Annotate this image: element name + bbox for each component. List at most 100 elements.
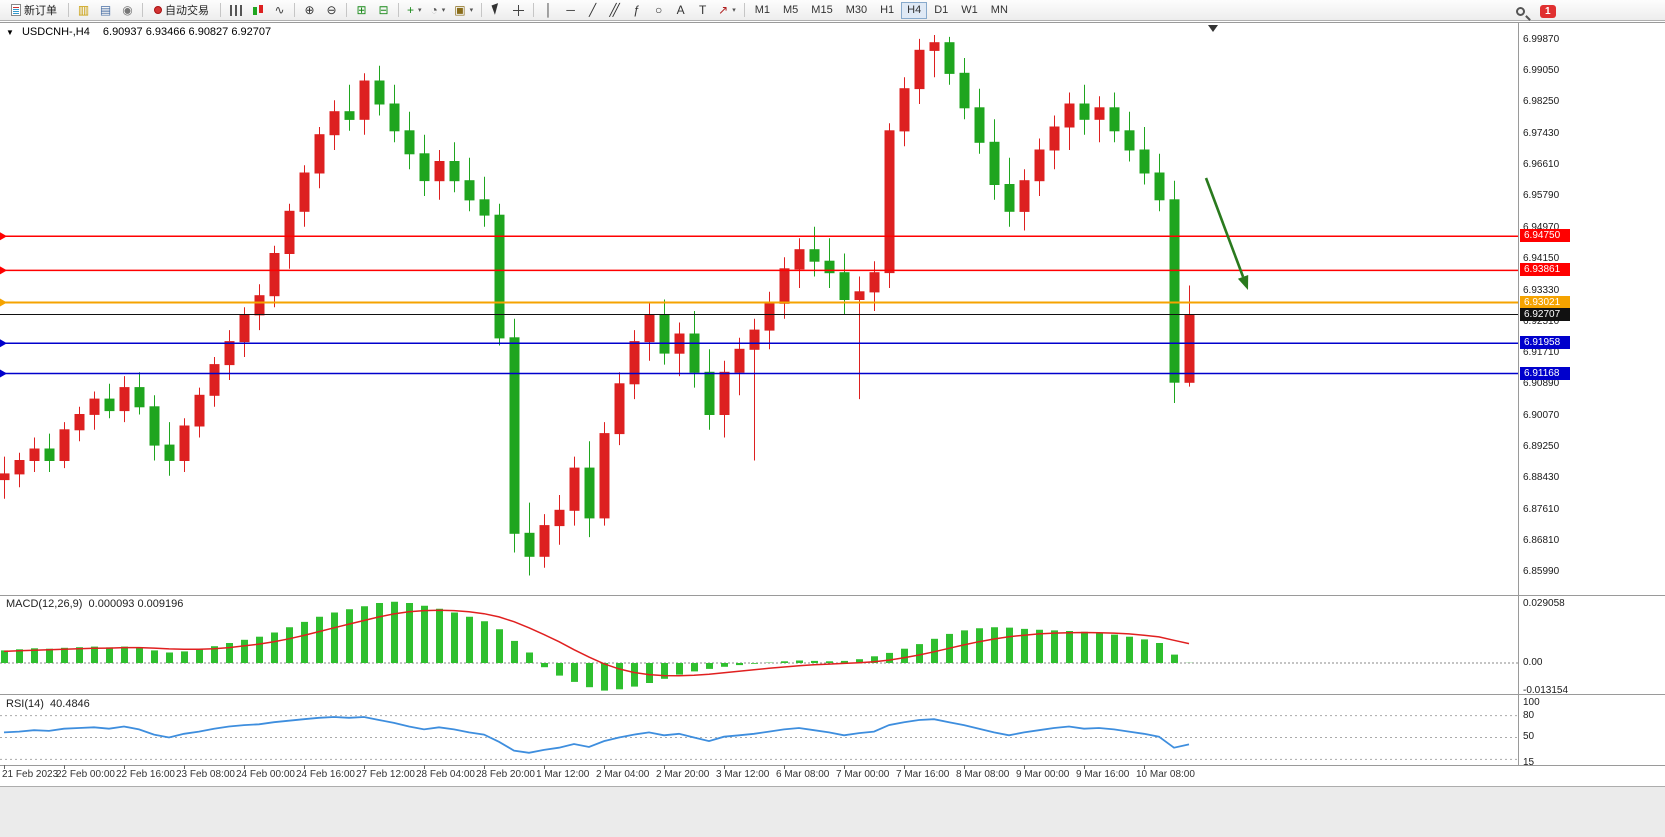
toolbar-group-indicators: + ▾ ◔ ▾ ▣ ▾	[403, 1, 477, 19]
new-order-label: 新订单	[24, 5, 57, 17]
time-axis-label: 1 Mar 12:00	[536, 769, 590, 780]
toolbar-separator	[142, 3, 143, 17]
macd-axis-label: 0.00	[1523, 657, 1543, 668]
price-level-badge[interactable]: 6.94750	[1520, 229, 1570, 242]
bar-chart-button[interactable]	[225, 1, 246, 19]
toolbar-separator	[481, 3, 483, 17]
equidistant-channel-button[interactable]: ╱╱	[604, 1, 625, 19]
rsi-axis-label: 15	[1523, 757, 1535, 768]
vertical-line-button[interactable]: │	[538, 1, 559, 19]
toolbar-separator	[294, 3, 295, 17]
charts-button[interactable]: ▥	[73, 1, 94, 19]
time-axis-label: 6 Mar 08:00	[776, 769, 830, 780]
price-axis-label: 6.87610	[1523, 504, 1560, 515]
one-click-expander-icon[interactable]: ▼	[6, 28, 14, 37]
notification-badge[interactable]: 1	[1540, 4, 1556, 18]
timeframe-mn-button[interactable]: MN	[985, 2, 1014, 19]
zoom-in-button[interactable]: ⊕	[299, 1, 320, 19]
time-axis-label: 2 Mar 04:00	[596, 769, 650, 780]
templates-button[interactable]: ▣ ▾	[450, 1, 477, 19]
price-level-badge[interactable]: 6.93861	[1520, 263, 1570, 276]
zoom-out-button[interactable]: ⊖	[321, 1, 342, 19]
timeframe-m1-button[interactable]: M1	[749, 2, 776, 19]
ellipse-button[interactable]: ○	[648, 1, 669, 19]
line-left-marker	[0, 339, 7, 348]
arrow-annotation-head	[1237, 275, 1249, 290]
time-axis-label: 21 Feb 2023	[2, 769, 59, 780]
crosshair-button[interactable]	[508, 1, 529, 19]
price-axis-label: 6.90890	[1523, 378, 1560, 389]
price-level-badge[interactable]: 6.93021	[1520, 296, 1570, 309]
toolbar: 新订单 ▥ ▤ ◉ 自动交易 ∿ ⊕ ⊖ ⊞ ⊟ + ▾ ◔ ▾ ▣ ▾ │ ─ ╱ ╱╱ ƒ ○ A T ↗ ▾ …	[0, 0, 1665, 21]
fibonacci-button[interactable]: ƒ	[626, 1, 647, 19]
chart-title: ▼ USDCNH-,H4 6.90937 6.93466 6.90827 6.9…	[6, 26, 271, 38]
macd-values: 0.000093 0.009196	[88, 598, 184, 610]
candlestick-series	[0, 35, 1195, 576]
text-button[interactable]: A	[670, 1, 691, 19]
toolbar-separator	[398, 3, 399, 17]
toolbar-group-zoom: ⊕ ⊖	[299, 1, 342, 19]
timeframe-h4-button[interactable]: H4	[901, 1, 928, 19]
rsi-axis-label: 50	[1523, 731, 1535, 742]
tile-windows-button[interactable]: ⊞	[351, 1, 372, 19]
price-axis-label: 6.99050	[1523, 65, 1560, 76]
dropdown-caret-icon: ▾	[441, 7, 446, 14]
time-axis-label: 3 Mar 12:00	[716, 769, 770, 780]
search-icon	[1516, 6, 1525, 16]
label-button[interactable]: T	[692, 1, 713, 19]
price-axis-label: 6.92510	[1523, 316, 1560, 327]
toolbar-group-objects: │ ─ ╱ ╱╱ ƒ ○ A T ↗ ▾	[538, 1, 740, 19]
trendline-button[interactable]: ╱	[582, 1, 603, 19]
trendline-icon: ╱	[589, 3, 597, 17]
price-axis-label: 6.93330	[1523, 285, 1560, 296]
rsi-value: 40.4846	[50, 698, 90, 710]
arrows-button[interactable]: ↗ ▾	[714, 1, 740, 19]
macd-label: MACD(12,26,9) 0.000093 0.009196	[6, 598, 183, 610]
timeframe-h1-button[interactable]: H1	[874, 2, 900, 19]
price-axis-label: 6.96610	[1523, 159, 1560, 170]
toolbar-separator	[743, 3, 745, 17]
time-axis-label: 24 Feb 16:00	[296, 769, 355, 780]
cursor-button[interactable]	[486, 1, 507, 19]
chart-shift-marker-icon[interactable]	[1208, 25, 1218, 32]
auto-arrange-button[interactable]: ⊟	[373, 1, 394, 19]
tile-windows-icon: ⊞	[356, 3, 367, 17]
arrow-annotation[interactable]	[1204, 177, 1245, 278]
timeframe-m5-button[interactable]: M5	[777, 2, 804, 19]
toolbar-right: 1	[1510, 2, 1556, 20]
autotrading-label: 自动交易	[165, 5, 209, 17]
search-button[interactable]	[1510, 2, 1531, 20]
market-watch-button[interactable]: ▤	[95, 1, 116, 19]
timeframe-m30-button[interactable]: M30	[840, 2, 873, 19]
time-axis-label: 9 Mar 00:00	[1016, 769, 1070, 780]
price-level-badge[interactable]: 6.91168	[1520, 367, 1570, 380]
market-watch-icon: ▤	[99, 3, 112, 17]
autotrading-icon	[154, 6, 162, 14]
price-level-badge[interactable]: 6.92707	[1520, 308, 1570, 321]
horizontal-line-button[interactable]: ─	[560, 1, 581, 19]
price-axis-label: 6.86810	[1523, 535, 1560, 546]
toolbar-separator	[346, 3, 347, 17]
price-level-badge[interactable]: 6.91958	[1520, 336, 1570, 349]
time-axis-label: 27 Feb 12:00	[356, 769, 415, 780]
auto-arrange-icon: ⊟	[378, 3, 389, 17]
templates-icon: ▣	[454, 3, 466, 17]
time-axis-label: 28 Feb 20:00	[476, 769, 535, 780]
navigator-icon: ◉	[122, 3, 133, 17]
new-order-button[interactable]: 新订单	[4, 1, 64, 19]
line-chart-button[interactable]: ∿	[269, 1, 290, 19]
indicators-button[interactable]: + ▾	[403, 1, 426, 19]
timeframe-group: M1 M5 M15 M30 H1 H4 D1 W1 MN	[749, 1, 1014, 19]
timeframe-d1-button[interactable]: D1	[928, 2, 954, 19]
bar-chart-icon	[229, 4, 242, 16]
navigator-button[interactable]: ◉	[117, 1, 138, 19]
symbol-period-label: USDCNH-,H4	[21, 26, 90, 38]
autotrading-button[interactable]: 自动交易	[147, 1, 216, 19]
timeframe-m15-button[interactable]: M15	[805, 2, 838, 19]
periods-button[interactable]: ◔ ▾	[427, 1, 450, 19]
macd-name: MACD(12,26,9)	[6, 598, 83, 610]
time-axis-label: 8 Mar 08:00	[956, 769, 1010, 780]
timeframe-w1-button[interactable]: W1	[955, 2, 984, 19]
candlestick-chart-button[interactable]	[247, 1, 268, 19]
